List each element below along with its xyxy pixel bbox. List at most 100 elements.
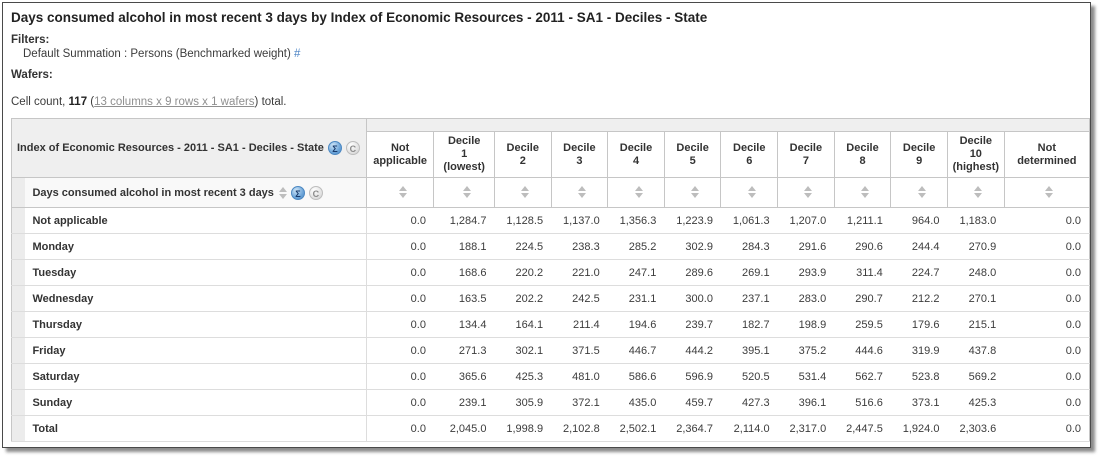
sort-control[interactable] bbox=[398, 186, 407, 199]
table-row: Total 0.0 2,045.0 1,998.9 2,102.8 2,502.1 2,36… bbox=[11, 415, 1090, 442]
sort-control[interactable] bbox=[691, 186, 700, 199]
header-top-strip bbox=[365, 118, 1090, 132]
value-cell: 1,061.3 bbox=[720, 207, 778, 234]
sort-down-icon bbox=[634, 193, 643, 199]
collapse-icon[interactable]: C bbox=[345, 141, 360, 155]
summation-icon[interactable]: Σ bbox=[290, 185, 305, 200]
value-cell: 164.1 bbox=[494, 311, 552, 338]
value-cell: 0.0 bbox=[1004, 207, 1090, 234]
value-cell: 284.3 bbox=[720, 233, 778, 260]
sort-control[interactable] bbox=[462, 186, 471, 199]
column-header-5: Decile 5 bbox=[663, 131, 722, 178]
cell-count-prefix: Cell count, bbox=[11, 96, 69, 108]
column-sort-cell[interactable] bbox=[493, 177, 552, 208]
column-header-6: Decile 6 bbox=[720, 131, 779, 178]
sort-control[interactable] bbox=[1045, 186, 1054, 199]
column-sort-cell[interactable] bbox=[777, 177, 835, 208]
sort-control[interactable] bbox=[634, 186, 643, 199]
sort-up-icon bbox=[861, 186, 869, 192]
column-sort-cell[interactable] bbox=[1003, 177, 1090, 208]
sort-control[interactable] bbox=[974, 186, 983, 199]
column-sort-cell[interactable] bbox=[433, 177, 495, 208]
cell-count-link[interactable]: 13 columns x 9 rows x 1 wafers bbox=[94, 96, 255, 108]
sort-up-icon bbox=[634, 186, 643, 192]
tablebuilder-panel: Days consumed alcohol in most recent 3 d… bbox=[2, 2, 1091, 448]
column-sort-cell[interactable] bbox=[720, 177, 779, 208]
wafers-label: Wafers: bbox=[11, 69, 53, 81]
value-cell: 0.0 bbox=[1004, 415, 1090, 442]
value-cell: 0.0 bbox=[1004, 259, 1090, 286]
value-cell: 0.0 bbox=[366, 311, 434, 338]
value-cell: 271.3 bbox=[433, 337, 495, 364]
value-cell: 372.1 bbox=[551, 389, 608, 416]
sort-control[interactable] bbox=[747, 186, 756, 199]
filters-label: Filters: bbox=[11, 34, 50, 46]
pivot-table: Index of Economic Resources - 2011 - SA1… bbox=[11, 118, 1090, 442]
table-row: Not applicable 0.0 1,284.7 1,128.5 1,137.0 1,… bbox=[11, 207, 1090, 234]
column-sort-cell[interactable] bbox=[663, 177, 722, 208]
value-cell: 237.1 bbox=[720, 285, 778, 312]
indent-cell bbox=[11, 363, 26, 390]
column-sort-cell[interactable] bbox=[365, 177, 435, 208]
column-header-9: Decile 9 bbox=[890, 131, 948, 178]
row-dimension-header: Days consumed alcohol in most recent 3 d… bbox=[25, 177, 367, 208]
value-cell: 220.2 bbox=[494, 259, 552, 286]
column-sort-cell[interactable] bbox=[550, 177, 609, 208]
value-cell: 1,137.0 bbox=[551, 207, 608, 234]
sort-up-icon bbox=[462, 186, 471, 192]
table-row: Sunday 0.0 239.1 305.9 372.1 435.0 459.7 427.3 3… bbox=[11, 389, 1090, 416]
value-cell: 1,128.5 bbox=[494, 207, 552, 234]
column-header-8: Decile 8 bbox=[833, 131, 892, 178]
sort-down-icon bbox=[804, 193, 813, 199]
value-cell: 425.3 bbox=[947, 389, 1005, 416]
cell-count-line: Cell count, 117 (13 columns x 9 rows x 1… bbox=[11, 96, 287, 108]
value-cell: 0.0 bbox=[366, 259, 434, 286]
value-cell: 2,447.5 bbox=[834, 415, 891, 442]
indent-cell bbox=[11, 259, 26, 286]
column-header-11: Not determined bbox=[1003, 131, 1090, 178]
sort-control[interactable] bbox=[917, 186, 926, 199]
value-cell: 224.7 bbox=[890, 259, 948, 286]
column-sort-cell[interactable] bbox=[946, 177, 1005, 208]
sort-up-icon bbox=[1045, 186, 1054, 192]
indent-cell bbox=[11, 311, 26, 338]
sort-control[interactable] bbox=[521, 186, 530, 199]
column-sort-cell[interactable] bbox=[890, 177, 948, 208]
sort-control[interactable] bbox=[804, 186, 813, 199]
value-cell: 231.1 bbox=[607, 285, 665, 312]
value-cell: 238.3 bbox=[551, 233, 608, 260]
value-cell: 188.1 bbox=[433, 233, 495, 260]
collapse-icon[interactable]: C bbox=[308, 185, 323, 200]
value-cell: 0.0 bbox=[366, 415, 434, 442]
value-cell: 2,502.1 bbox=[607, 415, 665, 442]
column-header-1: Decile 1 (lowest) bbox=[433, 131, 495, 178]
value-cell: 134.4 bbox=[433, 311, 495, 338]
value-cell: 1,284.7 bbox=[433, 207, 495, 234]
value-cell: 291.6 bbox=[777, 233, 835, 260]
summation-icon[interactable]: Σ bbox=[327, 141, 342, 155]
sort-up-icon bbox=[278, 186, 287, 192]
column-sort-cell[interactable] bbox=[833, 177, 892, 208]
sort-control[interactable] bbox=[278, 186, 287, 199]
column-sort-cell[interactable] bbox=[607, 177, 665, 208]
value-cell: 215.1 bbox=[947, 311, 1005, 338]
sort-down-icon bbox=[462, 193, 471, 199]
value-cell: 283.0 bbox=[777, 285, 835, 312]
value-cell: 1,998.9 bbox=[494, 415, 552, 442]
sort-control[interactable] bbox=[577, 186, 586, 199]
value-cell: 1,211.1 bbox=[834, 207, 891, 234]
value-cell: 202.2 bbox=[494, 285, 552, 312]
row-label: Friday bbox=[25, 337, 367, 364]
value-cell: 562.7 bbox=[834, 363, 891, 390]
cell-count-value: 117 bbox=[68, 96, 88, 108]
sort-up-icon bbox=[521, 186, 530, 192]
column-header-7: Decile 7 bbox=[777, 131, 835, 178]
sort-control[interactable] bbox=[861, 186, 869, 199]
indent-cell bbox=[11, 389, 26, 416]
value-cell: 0.0 bbox=[366, 389, 434, 416]
value-cell: 221.0 bbox=[551, 259, 608, 286]
filter-value: Default Summation : Persons (Benchmarked… bbox=[23, 48, 291, 60]
filter-hash-link[interactable]: # bbox=[294, 48, 301, 60]
column-header-2: Decile 2 bbox=[493, 131, 552, 178]
value-cell: 2,114.0 bbox=[720, 415, 778, 442]
